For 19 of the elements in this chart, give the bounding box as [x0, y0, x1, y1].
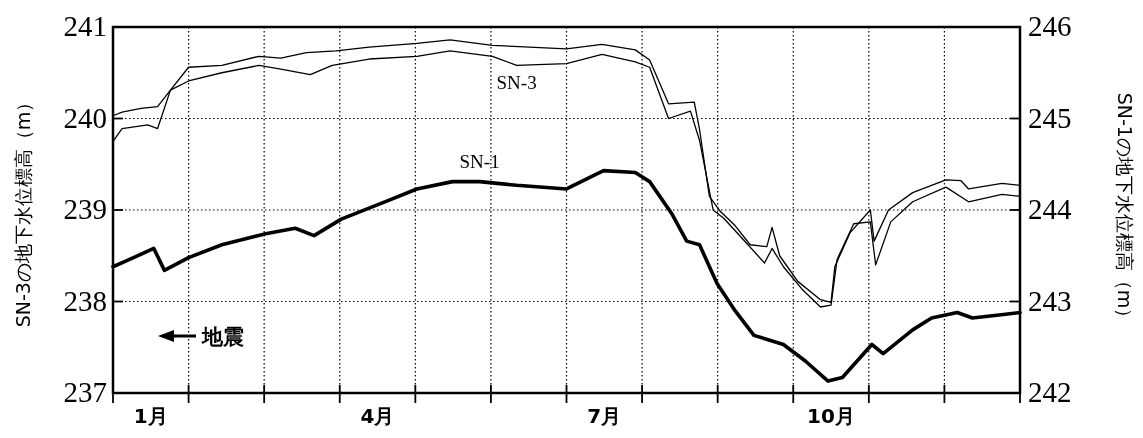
- y2-tick-label: 244: [1028, 193, 1072, 225]
- y-tick-label: 241: [63, 10, 107, 42]
- y-tick-label: 239: [63, 193, 107, 225]
- y-tick-label: 237: [63, 376, 107, 408]
- series-label: SN-3: [496, 72, 537, 94]
- y2-tick-label: 246: [1028, 10, 1072, 42]
- y2-tick-label: 245: [1028, 101, 1072, 134]
- y-tick-label: 238: [63, 284, 107, 317]
- annotation: 地震: [201, 325, 244, 349]
- y2-tick-label: 242: [1028, 376, 1072, 408]
- x-tick-label: 10月: [807, 404, 855, 428]
- y2-tick-label: 243: [1028, 284, 1072, 317]
- series-label: SN-1: [459, 150, 500, 172]
- y-axis-title: SN-3の地下水位標高（m）: [12, 92, 34, 328]
- x-tick-label: 4月: [360, 404, 395, 428]
- x-tick-label: 1月: [133, 404, 168, 428]
- x-tick-label: 7月: [587, 404, 622, 428]
- y-tick-label: 240: [63, 101, 107, 134]
- y2-axis-title: SN-1の地下水位標高（m）: [1114, 92, 1136, 328]
